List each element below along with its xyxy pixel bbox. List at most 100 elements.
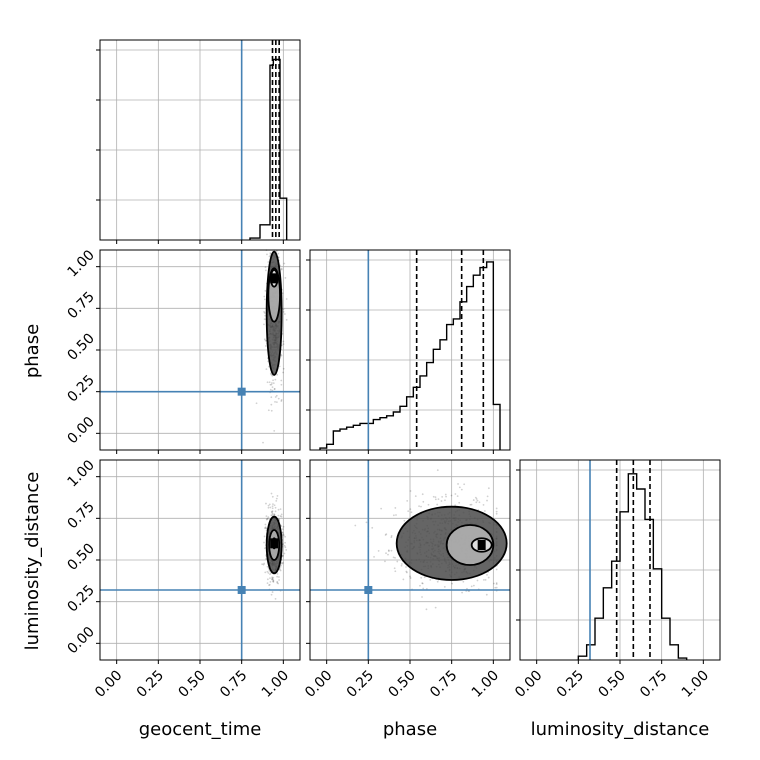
- sample-point: [282, 367, 285, 370]
- sample-point: [409, 490, 412, 492]
- sample-point: [418, 505, 420, 508]
- sample-point: [274, 506, 277, 509]
- sample-point: [272, 382, 275, 385]
- sample-point: [272, 379, 274, 382]
- y-tick-label: 0.50: [64, 540, 97, 573]
- sample-point: [271, 576, 274, 579]
- sample-point: [278, 568, 281, 571]
- sample-point: [278, 365, 281, 368]
- sample-point: [270, 373, 272, 376]
- sample-point: [272, 576, 275, 579]
- sample-point: [276, 581, 279, 584]
- sample-point: [282, 528, 284, 531]
- sample-point: [270, 514, 273, 517]
- sample-point: [487, 576, 490, 579]
- sample-point: [393, 567, 396, 570]
- sample-point: [279, 565, 282, 568]
- sample-point: [269, 577, 271, 579]
- sample-point: [285, 298, 288, 300]
- sample-point: [272, 578, 275, 581]
- sample-point: [283, 544, 286, 547]
- sample-point: [469, 503, 472, 506]
- x-tick-label: 0.25: [344, 668, 377, 701]
- sample-point: [475, 501, 478, 504]
- sample-point: [271, 577, 274, 580]
- sample-point: [380, 507, 383, 510]
- sample-point: [284, 541, 286, 544]
- sample-point: [420, 576, 423, 579]
- density-peak: [270, 538, 279, 549]
- sample-point: [265, 368, 268, 371]
- sample-point: [277, 576, 280, 578]
- sample-point: [273, 388, 276, 391]
- sample-point: [280, 383, 283, 386]
- hist-panel-luminosity-distance: [516, 459, 721, 664]
- sample-point: [409, 508, 412, 511]
- sample-point: [273, 504, 276, 507]
- sample-point: [280, 400, 283, 402]
- sample-point: [457, 483, 459, 485]
- sample-point: [264, 266, 267, 269]
- sample-point: [282, 534, 285, 537]
- sample-point: [275, 499, 278, 502]
- sample-point: [270, 593, 273, 596]
- sample-point: [264, 339, 267, 342]
- sample-point: [492, 582, 495, 585]
- sample-point: [282, 310, 285, 313]
- sample-point: [274, 378, 277, 381]
- sample-point: [269, 252, 272, 255]
- sample-point: [495, 582, 498, 584]
- sample-point: [276, 580, 279, 583]
- sample-point: [273, 514, 276, 516]
- sample-point: [276, 575, 279, 578]
- sample-point: [395, 514, 397, 516]
- sample-point: [278, 579, 280, 581]
- ylabel-phase: phase: [22, 324, 43, 378]
- sample-point: [425, 608, 428, 611]
- sample-point: [262, 563, 265, 566]
- sample-point: [283, 313, 286, 315]
- sample-point: [267, 506, 270, 509]
- density-peak: [477, 540, 486, 550]
- sample-point: [270, 409, 273, 412]
- sample-point: [267, 409, 270, 412]
- sample-point: [272, 581, 275, 583]
- sample-point: [277, 397, 280, 400]
- sample-point: [281, 555, 284, 558]
- sample-point: [268, 583, 271, 586]
- sample-point: [444, 493, 447, 496]
- sample-point: [255, 402, 258, 405]
- sample-point: [274, 396, 277, 398]
- sample-point: [365, 521, 368, 524]
- hist-panel-phase: [306, 249, 511, 454]
- sample-point: [458, 486, 461, 489]
- sample-point: [282, 525, 285, 528]
- contour-level: [445, 524, 495, 566]
- sample-point: [271, 505, 274, 508]
- sample-point: [281, 562, 284, 565]
- hist-panel-geocent-time: [96, 39, 301, 244]
- sample-point: [268, 584, 270, 586]
- truth-marker: [237, 586, 246, 594]
- sample-point: [406, 571, 408, 574]
- sample-point: [276, 495, 279, 497]
- sample-point: [271, 510, 274, 513]
- x-tick-label: 1.00: [679, 668, 712, 701]
- sample-point: [387, 553, 389, 556]
- sample-point: [282, 308, 285, 310]
- sample-point: [271, 511, 273, 514]
- sample-point: [390, 534, 393, 537]
- sample-point: [437, 498, 440, 501]
- sample-point: [495, 586, 498, 589]
- sample-point: [434, 498, 437, 501]
- sample-point: [273, 430, 276, 432]
- sample-point: [274, 597, 277, 600]
- sample-point: [461, 591, 463, 594]
- sample-point: [476, 579, 479, 582]
- sample-point: [390, 549, 393, 552]
- sample-point: [495, 510, 498, 513]
- sample-point: [406, 499, 409, 502]
- sample-point: [270, 510, 273, 513]
- sample-point: [462, 580, 465, 583]
- sample-point: [266, 578, 269, 581]
